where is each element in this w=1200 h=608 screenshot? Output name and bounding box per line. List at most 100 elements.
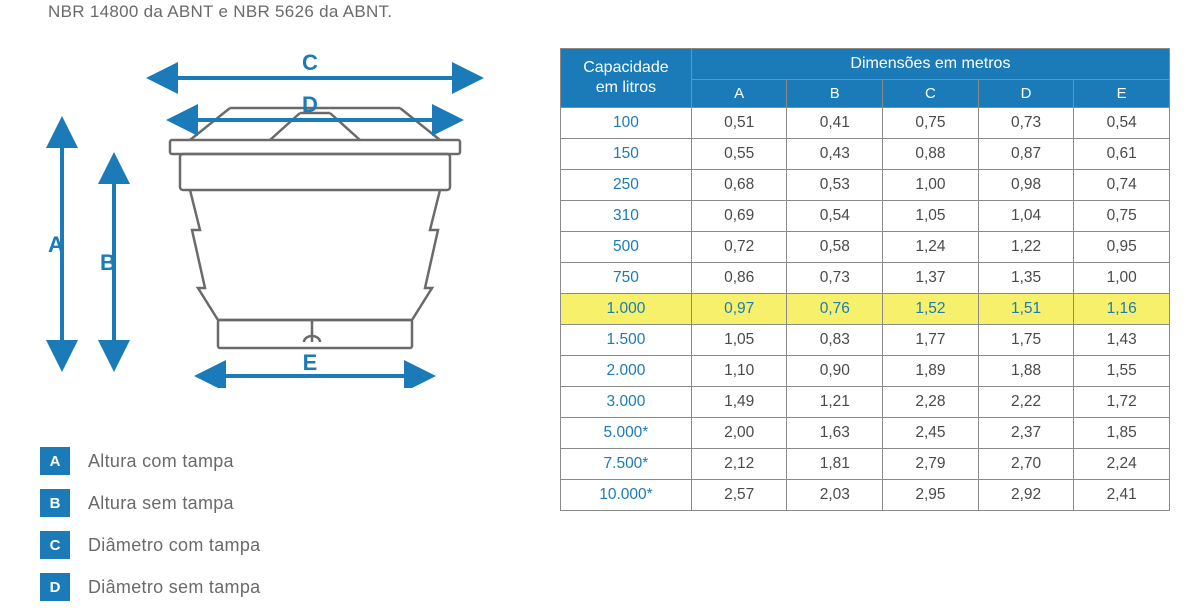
value-cell: 2,37 xyxy=(978,418,1074,449)
value-cell: 1,72 xyxy=(1074,387,1170,418)
value-cell: 0,61 xyxy=(1074,139,1170,170)
value-cell: 1,37 xyxy=(883,263,979,294)
value-cell: 2,00 xyxy=(691,418,787,449)
value-cell: 0,69 xyxy=(691,201,787,232)
legend-badge: B xyxy=(40,489,70,517)
value-cell: 1,35 xyxy=(978,263,1074,294)
capacity-cell: 1.000 xyxy=(561,294,692,325)
value-cell: 0,83 xyxy=(787,325,883,356)
legend-row: B Altura sem tampa xyxy=(40,482,260,524)
value-cell: 2,70 xyxy=(978,449,1074,480)
table-row: 5000,720,581,241,220,95 xyxy=(561,232,1170,263)
value-cell: 0,76 xyxy=(787,294,883,325)
value-cell: 0,51 xyxy=(691,108,787,139)
dim-label-b: B xyxy=(100,250,116,275)
table-row: 7.500*2,121,812,792,702,24 xyxy=(561,449,1170,480)
value-cell: 0,90 xyxy=(787,356,883,387)
value-cell: 2,41 xyxy=(1074,480,1170,511)
value-cell: 0,72 xyxy=(691,232,787,263)
col-header-capacity: Capacidade em litros xyxy=(561,49,692,108)
capacity-cell: 150 xyxy=(561,139,692,170)
legend-badge: D xyxy=(40,573,70,601)
value-cell: 1,88 xyxy=(978,356,1074,387)
dim-label-e: E xyxy=(303,350,318,375)
value-cell: 0,54 xyxy=(1074,108,1170,139)
table-row: 1500,550,430,880,870,61 xyxy=(561,139,1170,170)
value-cell: 2,45 xyxy=(883,418,979,449)
legend-text: Altura sem tampa xyxy=(88,493,234,514)
legend-badge: C xyxy=(40,531,70,559)
value-cell: 0,73 xyxy=(978,108,1074,139)
value-cell: 0,75 xyxy=(883,108,979,139)
capacity-cell: 2.000 xyxy=(561,356,692,387)
table-row: 2500,680,531,000,980,74 xyxy=(561,170,1170,201)
value-cell: 0,55 xyxy=(691,139,787,170)
value-cell: 1,04 xyxy=(978,201,1074,232)
col-header-dimensions: Dimensões em metros xyxy=(691,49,1169,80)
legend-row: A Altura com tampa xyxy=(40,440,260,482)
value-cell: 1,00 xyxy=(1074,263,1170,294)
value-cell: 2,92 xyxy=(978,480,1074,511)
value-cell: 1,81 xyxy=(787,449,883,480)
table-row: 1.5001,050,831,771,751,43 xyxy=(561,325,1170,356)
value-cell: 1,05 xyxy=(691,325,787,356)
value-cell: 1,22 xyxy=(978,232,1074,263)
legend-badge: A xyxy=(40,447,70,475)
table-row: 10.000*2,572,032,952,922,41 xyxy=(561,480,1170,511)
value-cell: 0,98 xyxy=(978,170,1074,201)
value-cell: 0,68 xyxy=(691,170,787,201)
value-cell: 2,24 xyxy=(1074,449,1170,480)
col-subheader: B xyxy=(787,80,883,108)
capacity-cell: 250 xyxy=(561,170,692,201)
legend-row: D Diâmetro sem tampa xyxy=(40,566,260,608)
col-subheader: C xyxy=(883,80,979,108)
dim-label-a: A xyxy=(48,232,64,257)
value-cell: 0,43 xyxy=(787,139,883,170)
value-cell: 0,54 xyxy=(787,201,883,232)
value-cell: 0,87 xyxy=(978,139,1074,170)
col-subheader: A xyxy=(691,80,787,108)
table-row: 1000,510,410,750,730,54 xyxy=(561,108,1170,139)
capacity-cell: 1.500 xyxy=(561,325,692,356)
legend-row: C Diâmetro com tampa xyxy=(40,524,260,566)
table-row: 5.000*2,001,632,452,371,85 xyxy=(561,418,1170,449)
value-cell: 1,05 xyxy=(883,201,979,232)
value-cell: 0,75 xyxy=(1074,201,1170,232)
value-cell: 1,00 xyxy=(883,170,979,201)
value-cell: 1,52 xyxy=(883,294,979,325)
value-cell: 1,89 xyxy=(883,356,979,387)
value-cell: 0,41 xyxy=(787,108,883,139)
table-row: 2.0001,100,901,891,881,55 xyxy=(561,356,1170,387)
value-cell: 2,28 xyxy=(883,387,979,418)
capacity-cell: 10.000* xyxy=(561,480,692,511)
dimension-legend: A Altura com tampa B Altura sem tampa C Diâme… xyxy=(40,440,260,608)
legend-text: Altura com tampa xyxy=(88,451,234,472)
value-cell: 1,55 xyxy=(1074,356,1170,387)
legend-text: Diâmetro com tampa xyxy=(88,535,260,556)
capacity-cell: 7.500* xyxy=(561,449,692,480)
value-cell: 1,43 xyxy=(1074,325,1170,356)
value-cell: 0,53 xyxy=(787,170,883,201)
value-cell: 1,10 xyxy=(691,356,787,387)
value-cell: 2,12 xyxy=(691,449,787,480)
value-cell: 0,73 xyxy=(787,263,883,294)
value-cell: 2,57 xyxy=(691,480,787,511)
value-cell: 2,03 xyxy=(787,480,883,511)
value-cell: 2,22 xyxy=(978,387,1074,418)
value-cell: 0,86 xyxy=(691,263,787,294)
dim-label-c: C xyxy=(302,50,318,75)
value-cell: 2,79 xyxy=(883,449,979,480)
table-row: 3100,690,541,051,040,75 xyxy=(561,201,1170,232)
value-cell: 0,58 xyxy=(787,232,883,263)
value-cell: 1,24 xyxy=(883,232,979,263)
capacity-cell: 5.000* xyxy=(561,418,692,449)
value-cell: 0,74 xyxy=(1074,170,1170,201)
col-subheader: E xyxy=(1074,80,1170,108)
standards-reference: NBR 14800 da ABNT e NBR 5626 da ABNT. xyxy=(48,2,392,22)
capacity-cell: 100 xyxy=(561,108,692,139)
table-row: 3.0001,491,212,282,221,72 xyxy=(561,387,1170,418)
dim-label-d: D xyxy=(302,92,318,117)
capacity-cell: 3.000 xyxy=(561,387,692,418)
legend-text: Diâmetro sem tampa xyxy=(88,577,260,598)
value-cell: 2,95 xyxy=(883,480,979,511)
